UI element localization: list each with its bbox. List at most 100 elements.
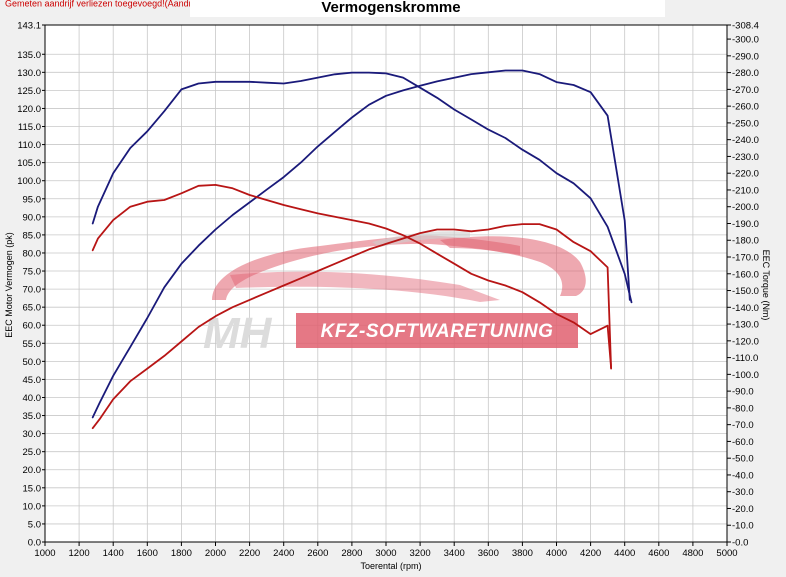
- y2-tick-label: -20.0: [732, 504, 754, 515]
- y2-tick-label: -170.0: [732, 253, 759, 264]
- x-tick-label: 1600: [137, 548, 158, 559]
- y-tick-label: 35.0: [23, 411, 42, 422]
- y2-tick-label: -270.0: [732, 85, 759, 96]
- y-tick-label: 0.0: [28, 538, 41, 549]
- chart-title: Vermogenskromme: [321, 0, 460, 16]
- y-tick-label: 30.0: [23, 429, 42, 440]
- y-tick-label: 130.0: [17, 68, 41, 79]
- y2-tick-label: -160.0: [732, 269, 759, 280]
- y-tick-label: 15.0: [23, 483, 42, 494]
- y2-tick-label: -70.0: [732, 420, 754, 431]
- watermark-car-rear: [440, 236, 586, 296]
- x-tick-label: 3200: [410, 548, 431, 559]
- watermark-banner-text: KFZ-SOFTWARETUNING: [321, 321, 554, 342]
- right-axis-ticks: -0.0 -10.0 -20.0 -30.0 -40.0 -50.0 -60.0 -70.0 -…: [727, 21, 759, 549]
- y2-tick-label: -308.4: [732, 21, 759, 32]
- torque-tuned-line: [91, 71, 633, 304]
- y2-tick-label: -120.0: [732, 336, 759, 347]
- y2-tick-label: -100.0: [732, 370, 759, 381]
- x-tick-label: 4400: [614, 548, 635, 559]
- gridlines: [45, 25, 727, 542]
- y-tick-label: 45.0: [23, 375, 42, 386]
- y-tick-label: 40.0: [23, 393, 42, 404]
- y2-axis-label: EEC Torque (Nm): [761, 250, 771, 321]
- y-tick-label: 60.0: [23, 321, 42, 332]
- y2-tick-label: -300.0: [732, 35, 759, 46]
- watermark-car-roof: [212, 235, 520, 300]
- y-tick-label: 65.0: [23, 303, 42, 314]
- torque-stock-line: [91, 183, 612, 369]
- x-tick-label: 4000: [546, 548, 567, 559]
- y-tick-label: 135.0: [17, 50, 41, 61]
- y-tick-label: 80.0: [23, 248, 42, 259]
- x-tick-label: 2200: [239, 548, 260, 559]
- y2-tick-label: -190.0: [732, 219, 759, 230]
- y-tick-label: 143.1: [17, 21, 41, 32]
- x-tick-label: 3800: [512, 548, 533, 559]
- x-tick-label: 4800: [682, 548, 703, 559]
- title-box: [190, 0, 665, 17]
- x-tick-label: 5000: [716, 548, 737, 559]
- y2-tick-label: -290.0: [732, 51, 759, 62]
- x-tick-label: 2600: [307, 548, 328, 559]
- y-tick-label: 95.0: [23, 194, 42, 205]
- y2-tick-label: -250.0: [732, 118, 759, 129]
- x-tick-label: 2000: [205, 548, 226, 559]
- watermark-banner: [296, 313, 578, 348]
- y2-tick-label: -80.0: [732, 403, 754, 414]
- y2-tick-label: -180.0: [732, 236, 759, 247]
- x-tick-label: 4600: [648, 548, 669, 559]
- y2-tick-label: -230.0: [732, 152, 759, 163]
- y2-tick-label: -90.0: [732, 387, 754, 398]
- watermark-logo-mh: MH: [203, 309, 273, 358]
- x-tick-label: 3000: [375, 548, 396, 559]
- y2-tick-label: -60.0: [732, 437, 754, 448]
- y2-tick-label: -30.0: [732, 487, 754, 498]
- series-lines: [91, 69, 633, 430]
- plot-border: [44, 24, 728, 543]
- y2-tick-label: -260.0: [732, 102, 759, 113]
- x-tick-label: 4200: [580, 548, 601, 559]
- y-axis-label: EEC Motor Vermogen (pk): [4, 232, 14, 338]
- x-tick-label: 2800: [341, 548, 362, 559]
- y2-tick-label: -110.0: [732, 353, 758, 364]
- power-stock-line: [91, 223, 612, 430]
- y-tick-label: 100.0: [17, 176, 41, 187]
- power-tuned-line: [91, 69, 631, 419]
- x-tick-label: 1000: [34, 548, 55, 559]
- y-tick-label: 70.0: [23, 285, 42, 296]
- x-tick-label: 3600: [478, 548, 499, 559]
- x-tick-label: 1800: [171, 548, 192, 559]
- y2-tick-label: -210.0: [732, 185, 759, 196]
- y-tick-label: 85.0: [23, 230, 42, 241]
- y2-tick-label: -50.0: [732, 454, 754, 465]
- y2-tick-label: -200.0: [732, 202, 759, 213]
- y-tick-label: 125.0: [17, 86, 41, 97]
- y-tick-label: 55.0: [23, 339, 42, 350]
- y-tick-label: 115.0: [18, 122, 41, 133]
- y-tick-label: 120.0: [17, 104, 41, 115]
- y-tick-label: 50.0: [23, 357, 42, 368]
- y-tick-label: 75.0: [23, 267, 42, 278]
- y2-tick-label: -150.0: [732, 286, 759, 297]
- x-axis-ticks: 1000 1200 1400 1600 1800 2000 2200 2400 2600 2800…: [34, 542, 738, 559]
- y-tick-label: 10.0: [23, 501, 42, 512]
- y2-tick-label: -10.0: [732, 521, 754, 532]
- y2-tick-label: -240.0: [732, 135, 759, 146]
- watermark-car-window: [372, 231, 470, 247]
- x-tick-label: 1400: [103, 548, 124, 559]
- y-tick-label: 25.0: [23, 447, 42, 458]
- y2-tick-label: -140.0: [732, 303, 759, 314]
- y-tick-label: 20.0: [23, 465, 42, 476]
- drive-loss-note: Gemeten aandrijf verliezen toegevoegd!(A…: [5, 0, 277, 9]
- x-tick-label: 1200: [69, 548, 90, 559]
- x-tick-label: 2400: [273, 548, 294, 559]
- y-tick-label: 5.0: [28, 519, 41, 530]
- x-axis-label: Toerental (rpm): [360, 561, 421, 571]
- x-tick-label: 3400: [444, 548, 465, 559]
- y-tick-label: 90.0: [23, 212, 42, 223]
- y2-tick-label: -280.0: [732, 68, 759, 79]
- left-axis-ticks: 0.0 5.0 10.0 15.0 20.0 25.0 30.0 35.0 40.0 45.0 50…: [17, 21, 45, 549]
- y2-tick-label: -220.0: [732, 169, 759, 180]
- y2-tick-label: -40.0: [732, 470, 754, 481]
